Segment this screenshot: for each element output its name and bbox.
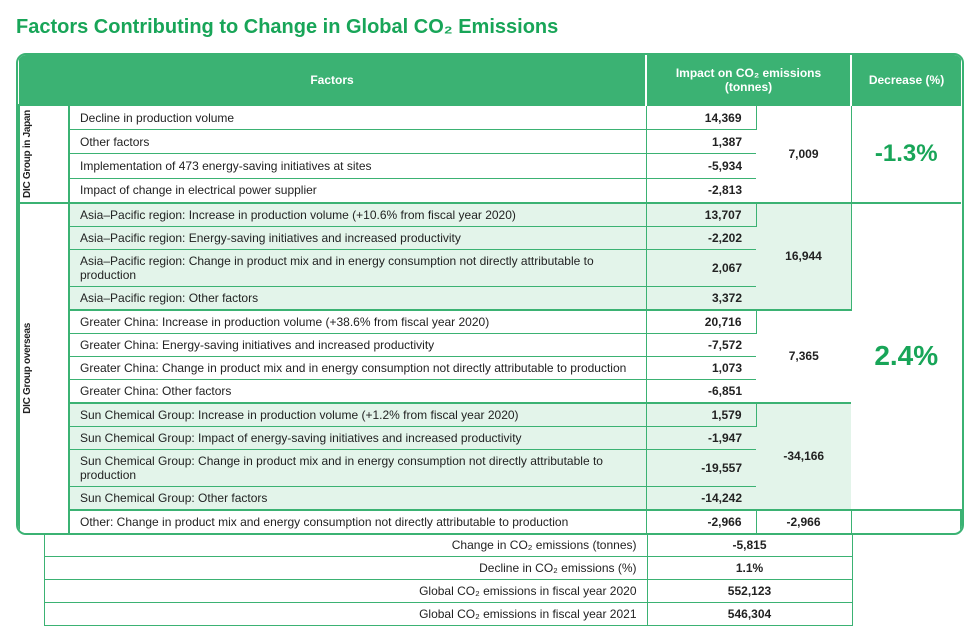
table-row: Change in CO₂ emissions (tonnes) -5,815 xyxy=(16,533,964,556)
value-cell: -6,851 xyxy=(646,379,756,403)
factor-cell: Other: Change in product mix and energy … xyxy=(69,510,646,533)
factor-cell: Asia–Pacific region: Increase in product… xyxy=(69,203,646,227)
factor-cell: Sun Chemical Group: Increase in producti… xyxy=(69,403,646,427)
table-row: Decline in CO₂ emissions (%) 1.1% xyxy=(16,556,964,579)
pct-other-empty xyxy=(851,510,961,533)
subtotal-japan: 7,009 xyxy=(756,105,851,203)
col-decrease: Decrease (%) xyxy=(851,56,961,106)
spacer xyxy=(16,533,44,556)
summary-table: Change in CO₂ emissions (tonnes) -5,815 … xyxy=(16,533,964,626)
subtotal-sun: -34,166 xyxy=(756,403,851,510)
factor-cell: Asia–Pacific region: Change in product m… xyxy=(69,249,646,286)
table-row: DIC Group in Japan Decline in production… xyxy=(19,105,961,130)
summary-value: -5,815 xyxy=(647,533,852,556)
value-cell: 1,579 xyxy=(646,403,756,427)
table-frame: Factors Impact on CO₂ emissions (tonnes)… xyxy=(16,53,964,535)
value-cell: 3,372 xyxy=(646,286,756,310)
factor-cell: Greater China: Energy-saving initiatives… xyxy=(69,333,646,356)
col-impact: Impact on CO₂ emissions (tonnes) xyxy=(646,56,851,106)
page-title: Factors Contributing to Change in Global… xyxy=(16,16,960,39)
factor-cell: Greater China: Increase in production vo… xyxy=(69,310,646,334)
value-cell: 14,369 xyxy=(646,105,756,130)
table-row: Sun Chemical Group: Increase in producti… xyxy=(19,403,961,427)
group-label-overseas: DIC Group overseas xyxy=(19,203,69,533)
summary-label: Change in CO₂ emissions (tonnes) xyxy=(44,533,647,556)
value-cell: -14,242 xyxy=(646,486,756,510)
table-row: Greater China: Increase in production vo… xyxy=(19,310,961,334)
subtotal-asia: 16,944 xyxy=(756,203,851,310)
factor-cell: Greater China: Change in product mix and… xyxy=(69,356,646,379)
factors-table: Factors Impact on CO₂ emissions (tonnes)… xyxy=(18,55,962,533)
col-factors: Factors xyxy=(19,56,646,106)
value-cell: -2,966 xyxy=(646,510,756,533)
summary-label: Global CO₂ emissions in fiscal year 2021 xyxy=(44,602,647,625)
value-cell: -19,557 xyxy=(646,449,756,486)
factor-cell: Impact of change in electrical power sup… xyxy=(69,178,646,203)
factor-cell: Sun Chemical Group: Change in product mi… xyxy=(69,449,646,486)
factor-cell: Implementation of 473 energy-saving init… xyxy=(69,154,646,178)
value-cell: -2,813 xyxy=(646,178,756,203)
factor-cell: Greater China: Other factors xyxy=(69,379,646,403)
factor-cell: Sun Chemical Group: Other factors xyxy=(69,486,646,510)
table-row: Global CO₂ emissions in fiscal year 2021… xyxy=(16,602,964,625)
value-cell: -7,572 xyxy=(646,333,756,356)
value-cell: 13,707 xyxy=(646,203,756,227)
subtotal-other: -2,966 xyxy=(756,510,851,533)
summary-value: 546,304 xyxy=(647,602,852,625)
table-header-row: Factors Impact on CO₂ emissions (tonnes)… xyxy=(19,56,961,106)
factor-cell: Other factors xyxy=(69,130,646,154)
table-row: Global CO₂ emissions in fiscal year 2020… xyxy=(16,579,964,602)
value-cell: 1,073 xyxy=(646,356,756,379)
factor-cell: Sun Chemical Group: Impact of energy-sav… xyxy=(69,426,646,449)
table-row: Other: Change in product mix and energy … xyxy=(19,510,961,533)
factor-cell: Asia–Pacific region: Other factors xyxy=(69,286,646,310)
summary-value: 552,123 xyxy=(647,579,852,602)
value-cell: 1,387 xyxy=(646,130,756,154)
pct-overseas: 2.4% xyxy=(851,203,961,510)
summary-label: Decline in CO₂ emissions (%) xyxy=(44,556,647,579)
value-cell: -5,934 xyxy=(646,154,756,178)
factor-cell: Decline in production volume xyxy=(69,105,646,130)
summary-value: 1.1% xyxy=(647,556,852,579)
pct-japan: -1.3% xyxy=(851,105,961,203)
table-row: DIC Group overseas Asia–Pacific region: … xyxy=(19,203,961,227)
value-cell: -1,947 xyxy=(646,426,756,449)
subtotal-china: 7,365 xyxy=(756,310,851,403)
spacer xyxy=(852,533,964,556)
value-cell: -2,202 xyxy=(646,226,756,249)
summary-label: Global CO₂ emissions in fiscal year 2020 xyxy=(44,579,647,602)
factor-cell: Asia–Pacific region: Energy-saving initi… xyxy=(69,226,646,249)
value-cell: 20,716 xyxy=(646,310,756,334)
value-cell: 2,067 xyxy=(646,249,756,286)
group-label-japan: DIC Group in Japan xyxy=(19,105,69,203)
